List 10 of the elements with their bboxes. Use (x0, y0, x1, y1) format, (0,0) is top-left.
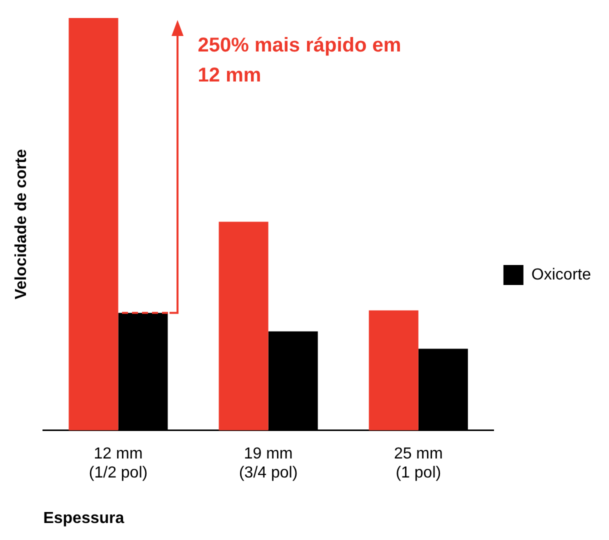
bar (68, 18, 118, 430)
y-axis-title: Velocidade de corte (13, 148, 30, 300)
bar (368, 310, 418, 430)
bar (218, 222, 268, 430)
x-tick-label: 19 mm (3/4 pol) (238, 445, 298, 482)
annotation: 250% mais rápido em 12 mm (198, 34, 402, 87)
x-axis-title: Espessura (43, 510, 124, 527)
x-tick-label: 12 mm (1/2 pol) (88, 445, 148, 482)
legend-label: Oxicorte (531, 266, 592, 284)
x-tick-label: 25 mm (1 pol) (394, 445, 443, 482)
